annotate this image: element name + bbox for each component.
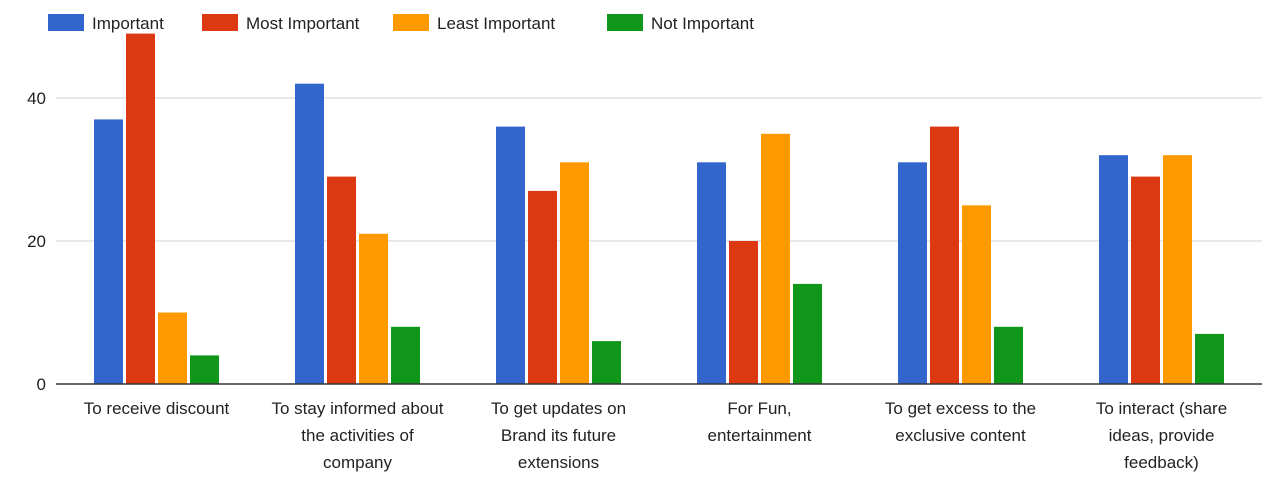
bar-important — [1099, 155, 1128, 384]
bar-most-important — [327, 176, 356, 384]
legend: Important Most Important Least Important No… — [48, 14, 754, 33]
y-tick-label: 40 — [27, 89, 46, 108]
bar-not-important — [592, 341, 621, 384]
x-tick-label: To stay informed about the activities of c… — [272, 399, 444, 472]
legend-swatch — [607, 14, 643, 31]
bar-not-important — [1195, 333, 1224, 384]
bar-least-important — [158, 312, 187, 384]
x-tick-label: To get excess to the exclusive content — [885, 399, 1036, 445]
bar-not-important — [793, 283, 822, 384]
bar-most-important — [729, 241, 758, 384]
bar-least-important — [761, 133, 790, 385]
gridlines — [56, 97, 1262, 242]
bar-important — [496, 126, 525, 384]
bar-not-important — [391, 326, 420, 384]
legend-swatch — [393, 14, 429, 31]
legend-label: Most Important — [246, 14, 360, 33]
legend-label: Important — [92, 14, 164, 33]
bar-not-important — [190, 355, 219, 384]
bar-important — [697, 162, 726, 384]
x-tick-label: For Fun, entertainment — [708, 399, 812, 445]
legend-swatch — [202, 14, 238, 31]
bars — [94, 33, 1224, 385]
bar-important — [295, 83, 324, 384]
bar-important — [898, 162, 927, 384]
bar-least-important — [962, 205, 991, 385]
bar-most-important — [528, 190, 557, 384]
bar-least-important — [359, 233, 388, 384]
x-axis-labels: To receive discount To stay informed abou… — [84, 399, 1227, 472]
bar-least-important — [560, 162, 589, 384]
y-tick-label: 0 — [37, 375, 46, 394]
legend-label: Not Important — [651, 14, 754, 33]
bar-most-important — [930, 126, 959, 384]
y-axis: 0 20 40 — [27, 89, 46, 394]
y-tick-label: 20 — [27, 232, 46, 251]
bar-not-important — [994, 326, 1023, 384]
bar-most-important — [126, 33, 155, 384]
bar-important — [94, 119, 123, 385]
bar-most-important — [1131, 176, 1160, 384]
legend-swatch — [48, 14, 84, 31]
legend-label: Least Important — [437, 14, 555, 33]
x-tick-label: To interact (share ideas, provide feedback… — [1096, 399, 1227, 472]
x-tick-label: To receive discount — [84, 399, 230, 418]
x-tick-label: To get updates on Brand its future extensi… — [491, 399, 626, 472]
bar-least-important — [1163, 155, 1192, 384]
